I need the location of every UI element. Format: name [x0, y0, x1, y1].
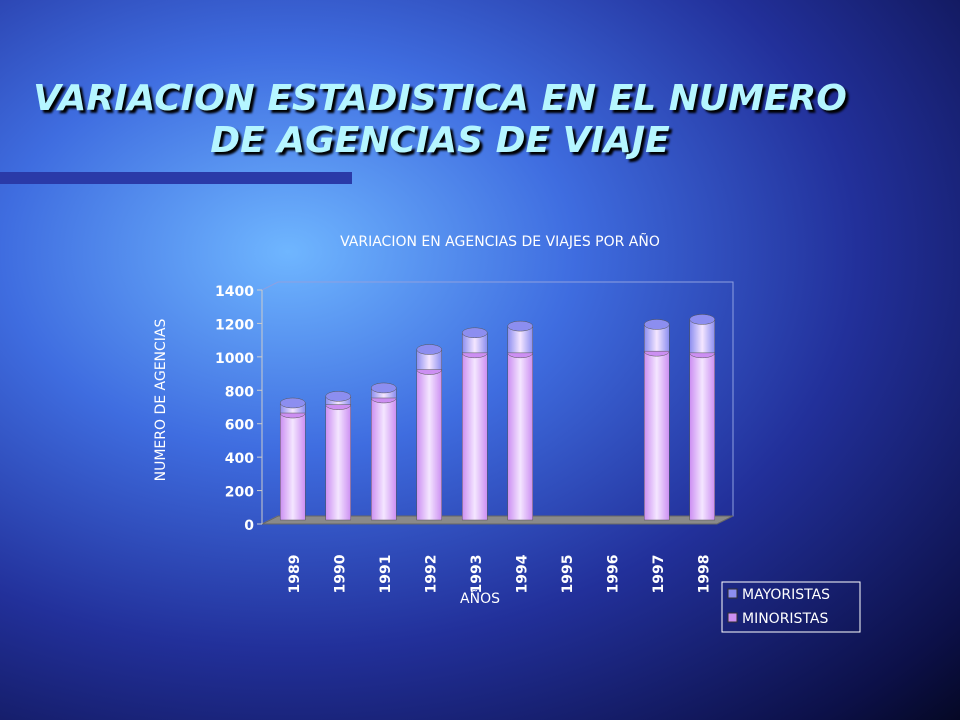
slide-title: DE AGENCIAS DE VIAJE: [210, 120, 670, 161]
y-tick-label: 200: [225, 485, 254, 501]
x-tick-label: 1989: [287, 555, 303, 594]
x-axis-label: AÑOS: [460, 590, 500, 607]
legend-box: [721, 581, 861, 633]
bar-top: [325, 391, 352, 402]
legend-label: MINORISTAS: [742, 611, 828, 627]
bar: [279, 412, 306, 521]
y-tick-label: 1400: [215, 284, 254, 300]
bar: [416, 369, 443, 521]
y-tick-label: 1000: [215, 351, 254, 367]
bar-top: [643, 319, 670, 330]
y-tick-label: 400: [225, 451, 254, 467]
y-tick-label: 600: [225, 418, 254, 434]
decoration: [0, 172, 352, 184]
y-axis-label: NUMERO DE AGENCIAS: [153, 319, 169, 482]
y-tick-label: 1200: [215, 317, 254, 333]
bar-top: [370, 382, 397, 394]
bar-top: [416, 344, 443, 355]
x-tick-label: 1994: [514, 554, 530, 593]
bar: [643, 350, 670, 521]
y-tick-label: 800: [225, 384, 254, 400]
bar-top: [689, 314, 716, 325]
x-tick-label: 1992: [423, 555, 439, 594]
x-tick-label: 1995: [560, 555, 576, 594]
bar: [507, 352, 534, 521]
bar: [370, 397, 397, 521]
bar: [689, 319, 716, 354]
x-tick-label: 1990: [332, 554, 348, 593]
slide-title: VARIACION ESTADISTICA EN EL NUMERO: [33, 78, 847, 119]
legend-swatch: [727, 612, 738, 623]
y-tick-label: 0: [244, 518, 254, 534]
bar: [325, 404, 352, 521]
chart-title: VARIACION EN AGENCIAS DE VIAJES POR AÑO: [340, 233, 660, 250]
x-tick-label: 1998: [696, 555, 712, 594]
x-tick-label: 1997: [651, 555, 667, 594]
bar-top: [279, 397, 306, 409]
bar-top: [461, 327, 488, 339]
x-tick-label: 1993: [469, 555, 485, 594]
bar: [689, 352, 716, 521]
legend-label: MAYORISTAS: [742, 587, 830, 603]
legend-swatch: [727, 588, 738, 599]
bar-top: [507, 320, 534, 332]
x-tick-label: 1996: [605, 555, 621, 594]
x-tick-label: 1991: [378, 555, 394, 594]
bar: [461, 352, 488, 521]
